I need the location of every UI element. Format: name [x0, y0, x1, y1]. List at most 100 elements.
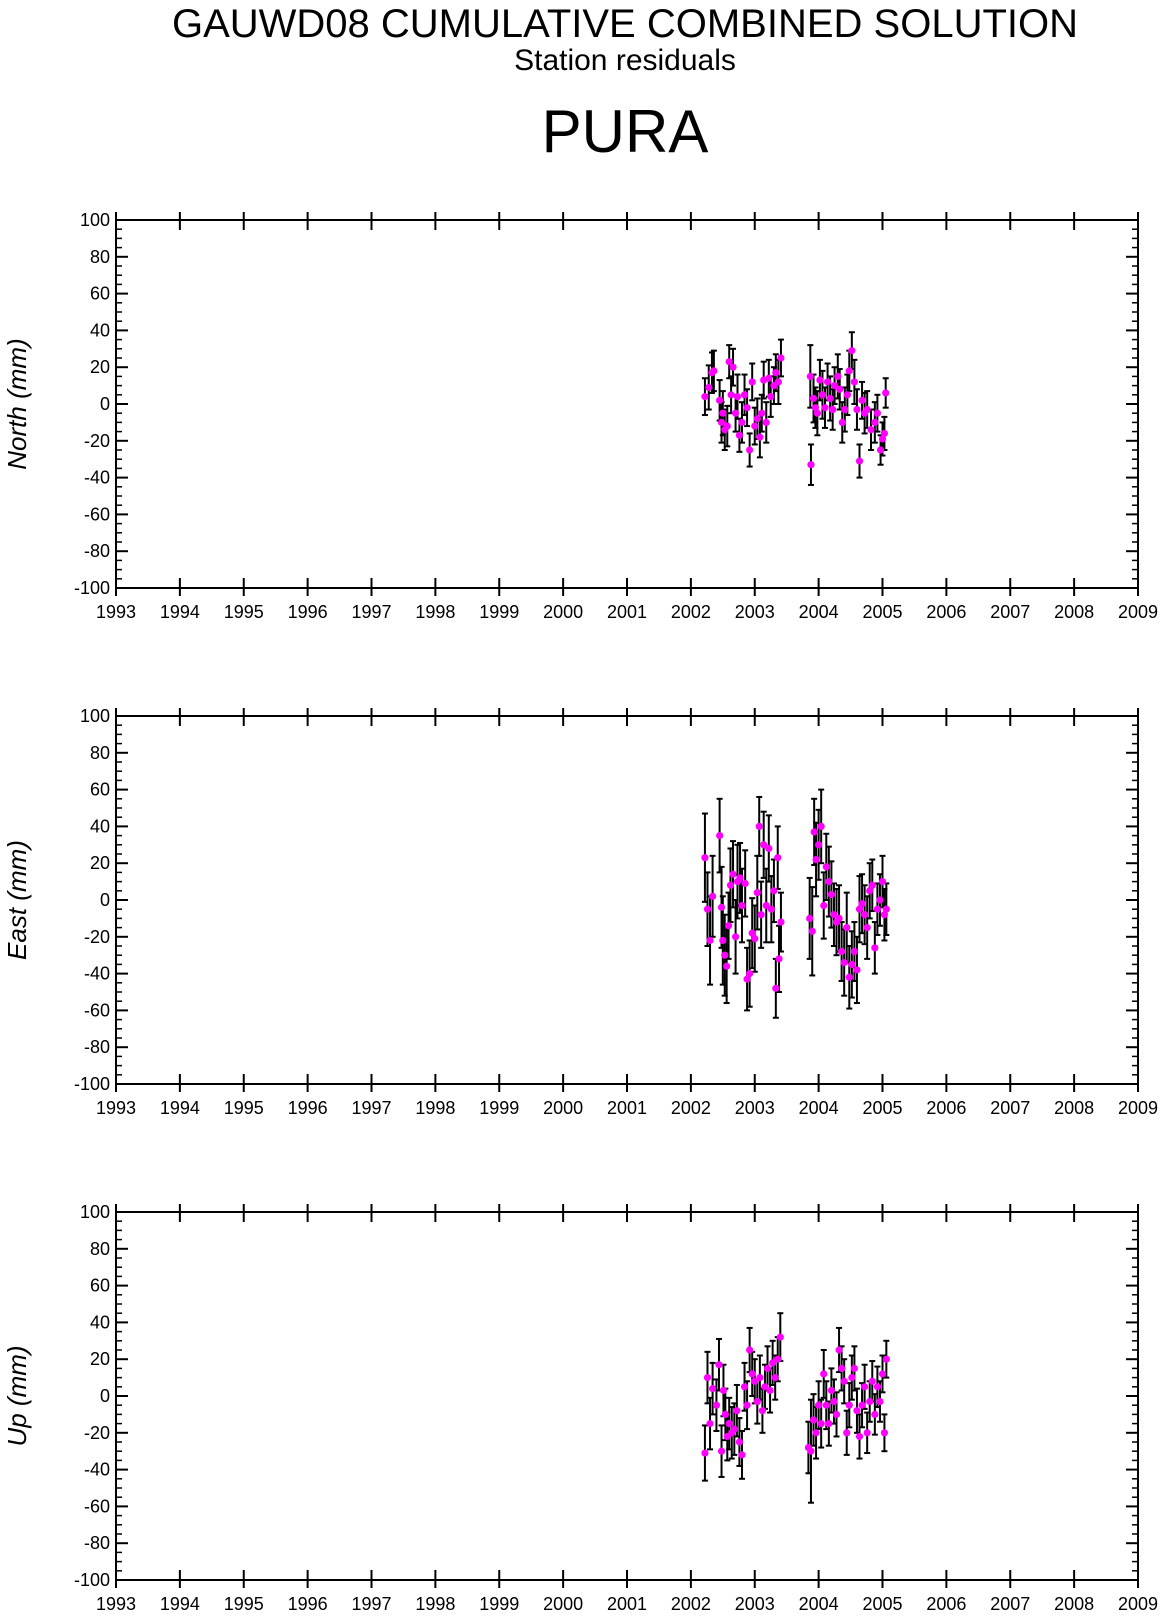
data-point [861, 1383, 869, 1391]
data-point [717, 1447, 726, 1455]
data-point [743, 975, 751, 983]
data-point [766, 1386, 774, 1395]
data-point [858, 396, 866, 404]
data-point [771, 1374, 779, 1382]
y-tick-label: 100 [80, 1202, 110, 1222]
data-point [835, 914, 843, 923]
data-point [723, 962, 731, 970]
data-point [726, 881, 735, 889]
y-tick-label: 60 [90, 780, 110, 800]
data-point [746, 970, 754, 978]
data-point [757, 911, 765, 919]
data-point [719, 1386, 728, 1395]
data-point [840, 958, 848, 967]
data-point [835, 1346, 843, 1354]
x-tick-label: 2007 [990, 1594, 1030, 1614]
chart-subtitle: Station residuals [514, 44, 736, 77]
data-point [767, 393, 775, 401]
data-point [853, 1407, 861, 1415]
data-point [853, 966, 861, 974]
plot-frame [115, 715, 1139, 1085]
data-point [756, 433, 764, 441]
data-point [710, 367, 718, 375]
x-tick-label: 2008 [1054, 602, 1094, 622]
data-point [812, 1429, 820, 1437]
y-tick-label: 40 [90, 1312, 110, 1332]
data-point [717, 903, 726, 911]
data-point [756, 1374, 764, 1382]
x-tick-label: 2000 [543, 602, 583, 622]
data-point [863, 924, 871, 932]
x-tick-label: 2004 [799, 1594, 839, 1614]
x-tick-label: 1994 [160, 602, 200, 622]
data-point [838, 947, 846, 956]
data-point [769, 1359, 777, 1367]
data-point [858, 1401, 866, 1409]
data-point [729, 363, 737, 371]
x-tick-label: 2006 [926, 1098, 966, 1118]
x-tick-label: 2001 [607, 1098, 647, 1118]
data-point [850, 378, 858, 386]
x-tick-label: 1996 [288, 602, 328, 622]
data-point [767, 905, 775, 913]
y-tick-label: -60 [84, 1000, 110, 1020]
data-point [809, 394, 818, 403]
x-tick-label: 2001 [607, 602, 647, 622]
data-point [830, 1397, 838, 1406]
data-point [765, 844, 773, 853]
data-point [827, 1386, 836, 1395]
x-tick-label: 2002 [671, 602, 711, 622]
y-tick-label: 0 [100, 394, 110, 414]
x-tick-label: 2003 [735, 1594, 775, 1614]
data-point [706, 936, 714, 945]
data-point [738, 901, 746, 910]
x-tick-label: 2008 [1054, 1594, 1094, 1614]
data-point [866, 887, 874, 895]
data-point [761, 1383, 769, 1391]
data-point [811, 404, 820, 412]
x-tick-label: 2004 [799, 602, 839, 622]
data-point [748, 378, 756, 386]
data-point [760, 841, 768, 849]
x-tick-label: 2002 [671, 1098, 711, 1118]
data-point [731, 933, 740, 941]
data-point [868, 1377, 876, 1385]
x-tick-label: 1997 [351, 602, 391, 622]
y-tick-label: -80 [84, 1533, 110, 1553]
data-point [845, 973, 853, 981]
data-point [772, 369, 780, 377]
x-tick-label: 2009 [1118, 1594, 1158, 1614]
y-tick-label: -20 [84, 1423, 110, 1443]
x-tick-label: 2006 [926, 1594, 966, 1614]
x-tick-label: 2005 [862, 1594, 902, 1614]
x-tick-label: 1996 [288, 1594, 328, 1614]
data-point [858, 900, 866, 908]
x-tick-label: 1995 [224, 602, 264, 622]
data-point [733, 393, 742, 401]
data-point [703, 1374, 712, 1382]
data-point [751, 1377, 759, 1385]
data-point [806, 372, 814, 380]
x-tick-label: 1999 [479, 602, 519, 622]
data-point [810, 828, 818, 836]
data-point [736, 874, 744, 882]
data-point [725, 1420, 733, 1428]
data-point [848, 1374, 856, 1382]
y-tick-label: -20 [84, 927, 110, 947]
data-point [724, 922, 733, 930]
x-tick-label: 2005 [862, 602, 902, 622]
y-axis-label: North (mm) [2, 338, 32, 469]
x-tick-label: 1993 [96, 1098, 136, 1118]
x-tick-label: 1998 [415, 602, 455, 622]
y-tick-label: 80 [90, 743, 110, 763]
data-point [748, 929, 756, 937]
data-point [712, 1401, 721, 1409]
data-point [827, 890, 836, 899]
data-point [731, 409, 740, 417]
data-point [882, 1355, 890, 1363]
x-tick-label: 1993 [96, 1594, 136, 1614]
x-tick-label: 2006 [926, 602, 966, 622]
data-point [729, 870, 737, 878]
data-point [770, 887, 778, 895]
data-point [876, 446, 885, 454]
